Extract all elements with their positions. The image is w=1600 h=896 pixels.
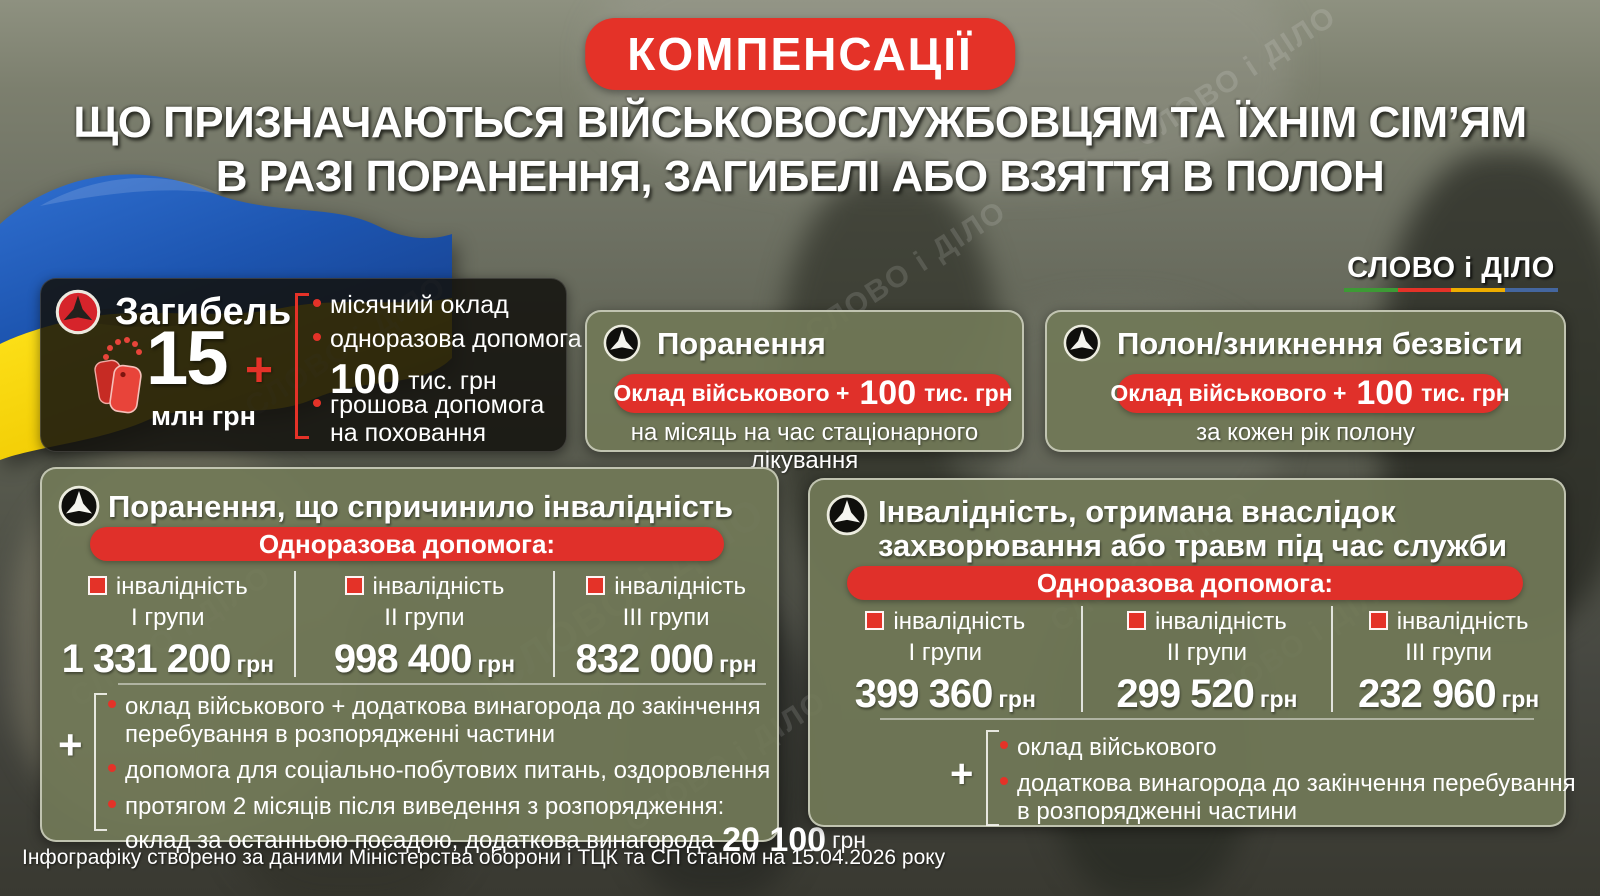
group-col-3: інвалідність ІІІ групи 832 000 грн <box>553 571 777 681</box>
armed-forces-star-icon <box>55 289 101 335</box>
red-square-bullet <box>344 576 364 595</box>
death-benefit-item: одноразова допомога <box>313 325 582 354</box>
bullet-dot <box>313 333 321 341</box>
disability-wound-title: Поранення, що спричинило інвалідність <box>108 489 734 524</box>
bullet-dot <box>108 800 116 808</box>
extra-item: допомога для соціально-побутових питань,… <box>108 757 770 785</box>
bullet-dot <box>108 700 116 708</box>
extra-item-line2: перебування в розпорядженні частини <box>125 721 556 748</box>
group-amount: 232 960 грн <box>1358 672 1540 716</box>
group-amount: 399 360 грн <box>854 672 1036 716</box>
bullet-dot <box>313 299 321 307</box>
bullet-dot <box>1000 741 1008 749</box>
pill-unit: тис. грн <box>1421 380 1510 406</box>
pill-unit: тис. грн <box>924 380 1013 406</box>
death-benefit-amount: 100 тис. грн <box>330 355 497 402</box>
group-col-1: інвалідність І групи 399 360 грн <box>810 606 1081 716</box>
group-col-2: інвалідність ІІ групи 299 520 грн <box>1080 606 1332 716</box>
group-col-1: інвалідність І групи 1 331 200 грн <box>42 571 294 681</box>
headline-line-1: ЩО ПРИЗНАЧАЮТЬСЯ ВІЙСЬКОВОСЛУЖБОВЦЯМ ТА … <box>73 98 1527 147</box>
armed-forces-star-icon <box>58 485 100 527</box>
plus-sign: + <box>58 721 83 768</box>
group-amount: 299 520 грн <box>1116 672 1298 716</box>
brand-logo-underline <box>1344 288 1558 292</box>
disability-wound-card: Поранення, що спричинило інвалідність Од… <box>40 467 866 859</box>
group-col-2: інвалідність ІІ групи 998 400 грн <box>293 571 554 681</box>
plus-sign: + <box>950 752 974 796</box>
divider <box>118 683 766 685</box>
brand-logo-text: СЛОВО і ДІЛО <box>1347 252 1555 284</box>
armed-forces-star-icon <box>826 494 868 536</box>
oneoff-aid-pill: Одноразова допомога: <box>90 527 724 561</box>
pill-amount: 100 <box>1356 374 1414 412</box>
title-banner: КОМПЕНСАЦІЇ <box>585 18 1015 90</box>
extra-item: додаткова винагорода до закінчення переб… <box>1000 770 1576 798</box>
red-square-bullet <box>586 576 606 595</box>
pill-amount: 100 <box>859 374 917 412</box>
white-bracket <box>94 693 107 831</box>
headline-line-2: В РАЗІ ПОРАНЕННЯ, ЗАГИБЕЛІ АБО ВЗЯТТЯ В … <box>215 152 1385 201</box>
disability-illness-title-2: захворювання або травм під час служби <box>878 528 1508 563</box>
death-benefit-item: грошова допомога <box>313 391 544 420</box>
wounded-card: Поранення Оклад військового + 100 тис. г… <box>585 310 1024 474</box>
footer-source: Інфографіку створено за даними Міністерс… <box>22 846 946 869</box>
red-square-bullet <box>865 611 885 630</box>
extra-item: протягом 2 місяців після виведення з роз… <box>108 793 724 821</box>
divider <box>880 718 1534 720</box>
logo-bar-blue <box>1504 288 1558 292</box>
disability-illness-card: Інвалідність, отримана внаслідок захворю… <box>808 478 1576 827</box>
red-square-bullet <box>1368 611 1388 630</box>
group-col-3: інвалідність ІІІ групи 232 960 грн <box>1331 606 1564 716</box>
death-amount-value: 15 <box>146 316 229 401</box>
wounded-caption: на місяць на час стаціонарного лікування <box>630 419 979 474</box>
group-amount: 1 331 200 грн <box>61 637 275 681</box>
pill-prefix: Оклад військового + <box>613 380 850 406</box>
plus-sign: + <box>245 344 274 397</box>
dog-tags-icon <box>94 337 142 414</box>
pill-prefix: Оклад військового + <box>1110 380 1347 406</box>
group-amount: 832 000 грн <box>575 637 757 681</box>
captivity-card: Полон/зникнення безвісти Оклад військово… <box>1045 310 1566 452</box>
group-amount: 998 400 грн <box>333 637 515 681</box>
extra-item-line2: оклад за останньою посадою, додаткова ви… <box>125 821 866 859</box>
extra-item: оклад військового <box>1000 734 1217 762</box>
extra-item-line2: в розпорядженні частини <box>1017 798 1298 825</box>
captivity-card-title: Полон/зникнення безвісти <box>1117 326 1523 361</box>
armed-forces-star-icon <box>603 324 641 362</box>
death-benefit-item-line2: на поховання <box>330 419 486 447</box>
bullet-dot <box>108 764 116 772</box>
wounded-card-title: Поранення <box>657 326 826 361</box>
bullet-dot <box>1000 777 1008 785</box>
armed-forces-star-icon <box>1063 324 1101 362</box>
brand-logo: СЛОВО і ДІЛО <box>1344 252 1558 292</box>
bullet-dot <box>313 399 321 407</box>
oneoff-aid-pill: Одноразова допомога: <box>847 566 1523 600</box>
logo-bar-yellow <box>1451 288 1505 292</box>
red-bracket <box>295 293 309 439</box>
logo-bar-green <box>1344 288 1398 292</box>
death-amount-unit: млн грн <box>151 401 256 431</box>
captivity-pill: Оклад військового + 100 тис. грн <box>1110 374 1510 413</box>
red-square-bullet <box>1126 611 1146 630</box>
captivity-caption: за кожен рік полону <box>1196 419 1415 446</box>
disability-illness-title-1: Інвалідність, отримана внаслідок <box>878 494 1396 529</box>
death-benefit-item: місячний оклад <box>313 291 509 320</box>
disability-groups: інвалідність І групи 1 331 200 грн інвалі… <box>42 571 777 681</box>
red-square-bullet <box>87 576 107 595</box>
extra-item: оклад військового + додаткова винагорода… <box>108 693 761 721</box>
wounded-pill: Оклад військового + 100 тис. грн <box>613 374 1013 413</box>
logo-bar-red <box>1397 288 1451 292</box>
death-card-title: Загибель <box>115 291 292 333</box>
disability-groups: інвалідність І групи 399 360 грн інвалідн… <box>810 606 1564 716</box>
death-card: Загибель 15 млн грн + місячний оклад одн… <box>40 278 582 452</box>
white-bracket <box>986 730 999 826</box>
